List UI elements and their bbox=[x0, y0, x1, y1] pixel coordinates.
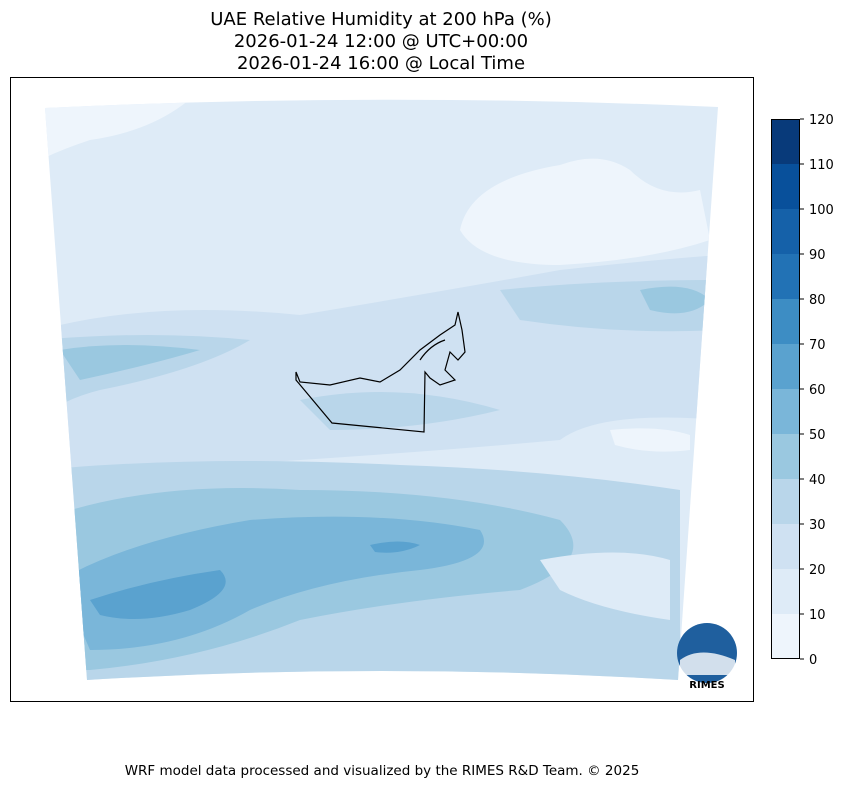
colorbar-band bbox=[771, 254, 800, 299]
footer: WRF model data processed and visualized … bbox=[125, 763, 640, 779]
uae-outline bbox=[295, 311, 466, 433]
title: 2026-01-24 12:00 @ UTC+00:00 bbox=[234, 31, 528, 52]
tick-label: 70 bbox=[809, 338, 826, 353]
humidity-field bbox=[45, 99, 718, 680]
tick-label: 0 bbox=[809, 653, 817, 668]
tick-label: 50 bbox=[809, 428, 826, 443]
colorbar-band bbox=[771, 614, 800, 659]
tick-label: 100 bbox=[809, 203, 834, 218]
tick-label: 10 bbox=[809, 608, 826, 623]
colorbar-band bbox=[771, 119, 800, 164]
tick-label: 20 bbox=[809, 563, 826, 578]
colorbar-frame bbox=[771, 119, 800, 659]
tick-label: 80 bbox=[809, 293, 826, 308]
tick-label: 120 bbox=[809, 113, 834, 128]
tick-label: 110 bbox=[809, 158, 834, 173]
colorbar-band bbox=[771, 209, 800, 254]
colorbar-band bbox=[771, 569, 800, 614]
colorbar-band bbox=[771, 389, 800, 434]
colorbar-band bbox=[771, 344, 800, 389]
title: UAE Relative Humidity at 200 hPa (%) bbox=[210, 9, 551, 30]
colorbar-band bbox=[771, 164, 800, 209]
logo-text: RIMES bbox=[689, 680, 724, 691]
colorbar-band bbox=[771, 524, 800, 569]
tick-label: 90 bbox=[809, 248, 826, 263]
colorbar-band bbox=[771, 434, 800, 479]
rimes-logo: RIMES bbox=[677, 623, 737, 691]
tick-label: 30 bbox=[809, 518, 826, 533]
colorbar-band bbox=[771, 299, 800, 344]
colorbar-band bbox=[771, 479, 800, 524]
title: 2026-01-24 16:00 @ Local Time bbox=[237, 53, 525, 74]
colorbar: 0 10 20 30 40 50 60 70 80 90 100 110 120 bbox=[771, 113, 834, 668]
tick-label: 40 bbox=[809, 473, 826, 488]
tick-label: 60 bbox=[809, 383, 826, 398]
